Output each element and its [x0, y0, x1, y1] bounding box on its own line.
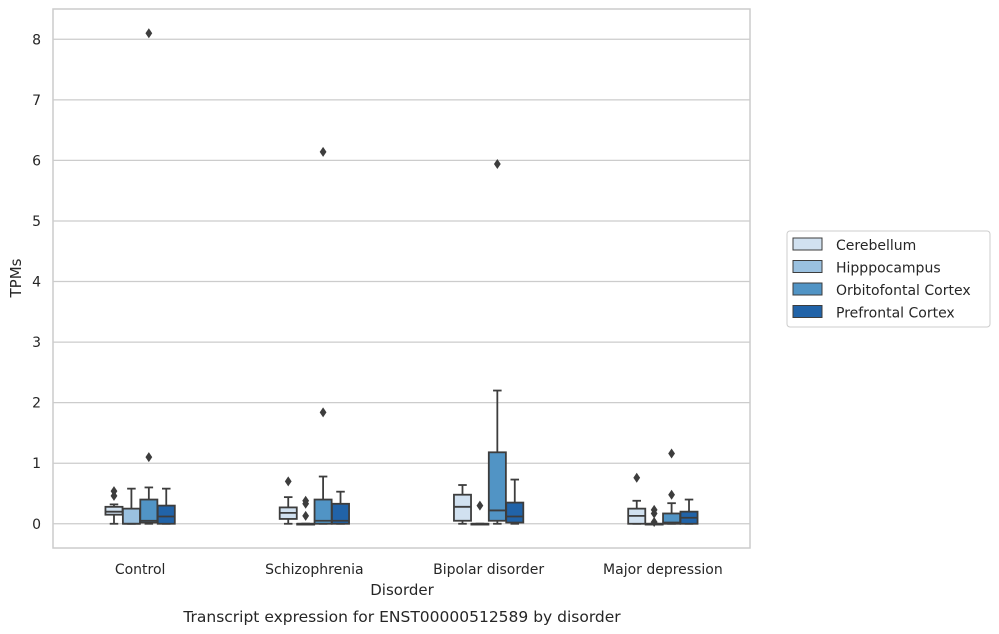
y-tick-label-4: 4	[32, 275, 41, 291]
box-3-2	[505, 478, 525, 525]
x-tick-labels: Control Schizophrenia Bipolar disorder Majo…	[115, 562, 723, 578]
outlier-point-0	[302, 510, 310, 521]
box-plots	[104, 28, 699, 527]
outlier-point-2	[650, 504, 658, 515]
box-0-1	[278, 476, 298, 525]
outlier-point-2	[302, 495, 310, 506]
iqr-box	[331, 502, 350, 525]
iqr-box	[104, 505, 124, 516]
outlier-point-0	[476, 500, 484, 511]
box-1-3	[644, 504, 664, 527]
y-tick-label-3: 3	[32, 335, 41, 351]
box-0-3	[627, 472, 647, 525]
box-2-1	[313, 146, 333, 525]
outlier-point-1	[319, 146, 327, 157]
outlier-point-0	[633, 472, 641, 483]
y-tick-label-5: 5	[32, 214, 41, 230]
box-2-2	[487, 159, 507, 525]
outlier-point-0	[319, 407, 327, 418]
y-tick-label-7: 7	[32, 93, 41, 109]
legend: Cerebellum Hipppocampus Orbitofontal Corte…	[786, 230, 991, 328]
legend-label-0: Cerebellum	[836, 238, 916, 254]
iqr-box	[121, 507, 141, 525]
box-2-0	[139, 28, 159, 525]
iqr-box	[139, 498, 159, 524]
legend-swatch-0	[792, 237, 823, 251]
legend-label-2: Orbitofontal Cortex	[836, 283, 971, 299]
chart-caption: Transcript expression for ENST0000051258…	[182, 608, 621, 626]
iqr-box	[505, 501, 525, 524]
legend-swatch-1	[792, 260, 823, 273]
box-1-1	[296, 495, 316, 526]
outlier-point-0	[284, 476, 292, 487]
x-axis-label: Disorder	[370, 581, 434, 599]
outlier-point-0	[145, 452, 153, 463]
y-tick-label-8: 8	[32, 32, 41, 48]
iqr-box	[487, 451, 507, 522]
iqr-box	[156, 504, 176, 525]
outlier-point-1	[145, 28, 153, 39]
legend-swatch-2	[792, 282, 823, 296]
outlier-point-0	[668, 489, 675, 500]
outlier-point-0	[493, 159, 501, 170]
iqr-box	[453, 493, 472, 522]
y-tick-label-0: 0	[32, 517, 41, 533]
box-3-0	[156, 487, 176, 525]
legend-swatch-3	[792, 305, 823, 318]
box-3-1	[331, 490, 350, 525]
outlier-point-0	[650, 516, 658, 527]
box-1-2	[470, 500, 490, 526]
legend-label-3: Prefrontal Cortex	[836, 306, 955, 322]
y-tick-labels: 0 1 2 3 4 5 6 7 8	[32, 32, 41, 532]
y-tick-label-1: 1	[32, 456, 41, 472]
x-tick-label-1: Schizophrenia	[265, 562, 363, 578]
plot-frame	[52, 8, 751, 549]
x-tick-label-3: Major depression	[603, 562, 723, 578]
outlier-point-1	[668, 448, 675, 459]
box-0-2	[453, 484, 472, 525]
y-tick-label-6: 6	[32, 153, 41, 169]
y-tick-label-2: 2	[32, 396, 41, 412]
legend-frame	[786, 230, 991, 328]
grid-lines	[53, 38, 750, 525]
plot-background	[53, 9, 750, 548]
legend-label-1: Hipppocampus	[836, 261, 941, 277]
outlier-point-1	[110, 486, 118, 497]
x-tick-label-2: Bipolar disorder	[433, 562, 544, 578]
y-axis-label: TPMs	[7, 258, 25, 298]
x-tick-label-0: Control	[115, 562, 166, 578]
box-3-3	[679, 498, 699, 525]
